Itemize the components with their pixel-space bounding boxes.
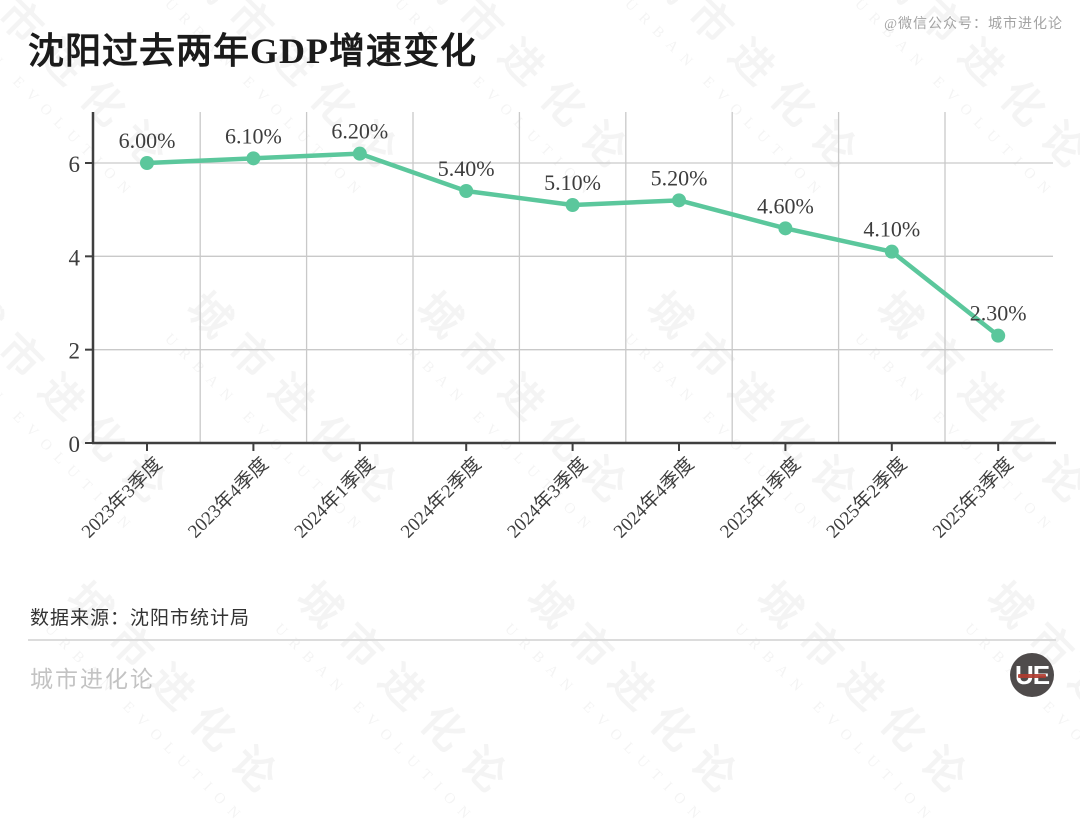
data-point-label: 6.10% (225, 123, 282, 148)
data-point-label: 6.00% (119, 128, 176, 153)
wechat-account-note: @微信公众号：城市进化论 (884, 17, 1063, 32)
data-point (352, 146, 367, 161)
data-point (140, 155, 154, 170)
data-point (884, 244, 899, 259)
data-point-label: 4.60% (757, 193, 814, 218)
data-point-label: 6.20% (331, 119, 388, 144)
x-tick-label: 2023年4季度 (183, 453, 272, 542)
data-point (778, 221, 793, 236)
x-tick-label: 2024年3季度 (503, 453, 592, 542)
footer-divider (28, 639, 1056, 641)
x-tick-label: 2024年1季度 (290, 453, 379, 542)
page-title: 沈阳过去两年GDP增速变化 (28, 31, 477, 71)
x-tick-label: 2024年2季度 (396, 453, 485, 542)
y-tick-label: 4 (69, 245, 81, 270)
data-point-label: 5.40% (438, 156, 495, 181)
x-tick-label: 2025年3季度 (928, 453, 1017, 542)
x-tick-label: 2025年2季度 (822, 453, 911, 542)
data-point (991, 328, 1006, 343)
y-tick-label: 6 (69, 152, 81, 177)
data-point-label: 5.20% (651, 165, 708, 190)
y-tick-label: 2 (69, 339, 81, 364)
data-point (672, 193, 686, 208)
data-point-label: 2.30% (970, 301, 1027, 326)
brand-logo-red-band (1018, 674, 1046, 678)
x-tick-label: 2023年3季度 (77, 453, 166, 542)
data-point-label: 5.10% (544, 170, 601, 195)
data-point (459, 183, 474, 198)
data-point-label: 4.10% (863, 217, 920, 242)
data-point (565, 197, 580, 212)
brand-logo: UE (1010, 653, 1054, 697)
data-source-note: 数据来源：沈阳市统计局 (30, 608, 251, 629)
brand-name: 城市进化论 (30, 667, 155, 692)
data-point (246, 151, 261, 166)
x-tick-label: 2025年1季度 (715, 453, 804, 542)
y-tick-label: 0 (69, 432, 81, 457)
x-tick-label: 2024年4季度 (609, 453, 698, 542)
